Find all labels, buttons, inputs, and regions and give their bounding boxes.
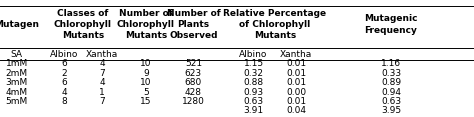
Text: Mutagenic
Frequency: Mutagenic Frequency	[365, 15, 418, 35]
Text: 15: 15	[140, 97, 152, 106]
Text: 521: 521	[185, 59, 202, 68]
Text: 0.93: 0.93	[244, 88, 264, 97]
Text: 4: 4	[99, 78, 105, 87]
Text: 623: 623	[185, 69, 202, 78]
Text: 0.89: 0.89	[381, 78, 401, 87]
Text: 2mM: 2mM	[6, 69, 27, 78]
Text: 4: 4	[61, 88, 67, 97]
Text: 4: 4	[99, 59, 105, 68]
Text: 6: 6	[61, 59, 67, 68]
Text: 10: 10	[140, 78, 152, 87]
Text: SA: SA	[10, 50, 23, 59]
Text: 0.04: 0.04	[286, 106, 306, 115]
Text: 0.32: 0.32	[244, 69, 264, 78]
Text: Mutagen: Mutagen	[0, 20, 39, 29]
Text: 3mM: 3mM	[6, 78, 27, 87]
Text: 8: 8	[61, 97, 67, 106]
Text: 428: 428	[185, 88, 202, 97]
Text: 1.16: 1.16	[381, 59, 401, 68]
Text: 7: 7	[99, 69, 105, 78]
Text: 1: 1	[99, 88, 105, 97]
Text: 1.15: 1.15	[244, 59, 264, 68]
Text: 3.91: 3.91	[244, 106, 264, 115]
Text: 0.00: 0.00	[286, 88, 306, 97]
Text: 0.01: 0.01	[286, 78, 306, 87]
Text: 0.01: 0.01	[286, 59, 306, 68]
Text: 680: 680	[185, 78, 202, 87]
Text: 0.01: 0.01	[286, 69, 306, 78]
Text: 0.63: 0.63	[244, 97, 264, 106]
Text: Number of
Chlorophyll
Mutants: Number of Chlorophyll Mutants	[117, 9, 175, 40]
Text: 0.94: 0.94	[381, 88, 401, 97]
Text: Albino: Albino	[239, 50, 268, 59]
Text: Relative Percentage
of Chlorophyll
Mutants: Relative Percentage of Chlorophyll Mutan…	[223, 9, 327, 40]
Text: 0.33: 0.33	[381, 69, 401, 78]
Text: 6: 6	[61, 78, 67, 87]
Text: 3.95: 3.95	[381, 106, 401, 115]
Text: Classes of
Chlorophyll
Mutants: Classes of Chlorophyll Mutants	[54, 9, 112, 40]
Text: 5: 5	[143, 88, 149, 97]
Text: 10: 10	[140, 59, 152, 68]
Text: 1mM: 1mM	[6, 59, 27, 68]
Text: 0.01: 0.01	[286, 97, 306, 106]
Text: 2: 2	[61, 69, 67, 78]
Text: 7: 7	[99, 97, 105, 106]
Text: 4mM: 4mM	[6, 88, 27, 97]
Text: Number of
Plants
Observed: Number of Plants Observed	[166, 9, 220, 40]
Text: Xantha: Xantha	[280, 50, 312, 59]
Text: Albino: Albino	[50, 50, 78, 59]
Text: 9: 9	[143, 69, 149, 78]
Text: 1280: 1280	[182, 97, 205, 106]
Text: 0.63: 0.63	[381, 97, 401, 106]
Text: 5mM: 5mM	[6, 97, 27, 106]
Text: Xantha: Xantha	[86, 50, 118, 59]
Text: 0.88: 0.88	[244, 78, 264, 87]
